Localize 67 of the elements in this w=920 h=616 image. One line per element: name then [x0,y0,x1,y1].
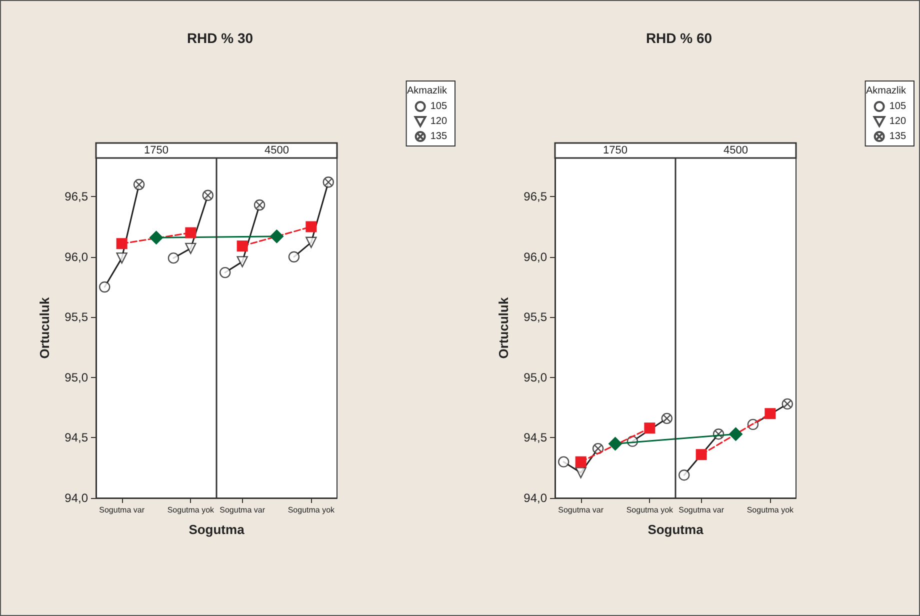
legend-title: Akmazlik [406,86,448,96]
point [678,469,690,481]
x-axis-title: Sogutma [188,522,246,537]
text: 1750 [603,144,628,156]
y-tick-label: 95,0 [524,370,548,384]
x-tick-label: Sogutma yok [626,506,674,514]
point [270,229,284,244]
point [254,199,266,211]
x-axis-title: Sogutma [648,522,704,537]
legend-title: Akmazlik [866,86,907,96]
point [116,238,128,250]
point [116,252,128,264]
legend-label: 120 [889,116,906,127]
legend-label: 135 [430,131,448,142]
y-tick-label: 94,0 [524,491,548,505]
point [236,256,248,268]
point [236,240,248,252]
point [306,236,317,248]
legend-label: 135 [889,131,906,142]
legend-label: 105 [430,101,448,112]
x-tick-label: Sogutma var [678,506,724,514]
x-tick-label: Sogutma var [220,506,266,514]
x-tick-label: Sogutma var [99,506,145,514]
point [185,242,196,254]
point [133,178,145,190]
point [575,467,586,478]
y-tick-label: 96,0 [64,250,88,264]
chart-title: RHD % 30 [186,30,254,46]
y-tick-label: 96,5 [64,190,88,204]
text: 1750 [144,144,168,156]
text: 4500 [264,144,289,156]
x-tick-label: Sogutma yok [288,506,336,514]
y-tick-label: 96,0 [524,250,548,264]
x-tick-label: Sogutma yok [167,506,216,514]
point [202,190,214,201]
y-tick-label: 95,0 [64,370,88,384]
y-tick-label: 94,5 [64,430,88,445]
point [306,221,317,232]
y-tick-label: 94,0 [64,491,88,505]
point [608,436,622,451]
x-tick-label: Sogutma var [558,506,604,514]
point [322,176,334,188]
point [644,422,656,434]
x-tick-label: Sogutma yok [746,506,795,514]
point [288,251,300,262]
legend-label: 105 [889,101,906,112]
point [661,412,672,424]
point [220,266,231,278]
point [575,456,586,468]
point [168,252,180,264]
legend-label: 120 [430,116,448,127]
point [558,456,570,468]
point [185,227,196,238]
point [99,281,110,293]
y-tick-label: 96,5 [524,190,548,204]
chart-title: RHD % 60 [646,30,712,46]
y-axis-title: Ortuculuk [37,296,52,359]
y-tick-label: 94,5 [524,430,548,445]
text: 4500 [724,144,748,156]
point [149,230,164,245]
point [782,398,793,410]
point [696,449,707,460]
point [764,408,776,420]
y-tick-label: 95,5 [64,310,88,324]
y-tick-label: 95,5 [524,310,548,324]
point [728,427,743,442]
y-axis-title: Ortuculuk [496,296,511,359]
